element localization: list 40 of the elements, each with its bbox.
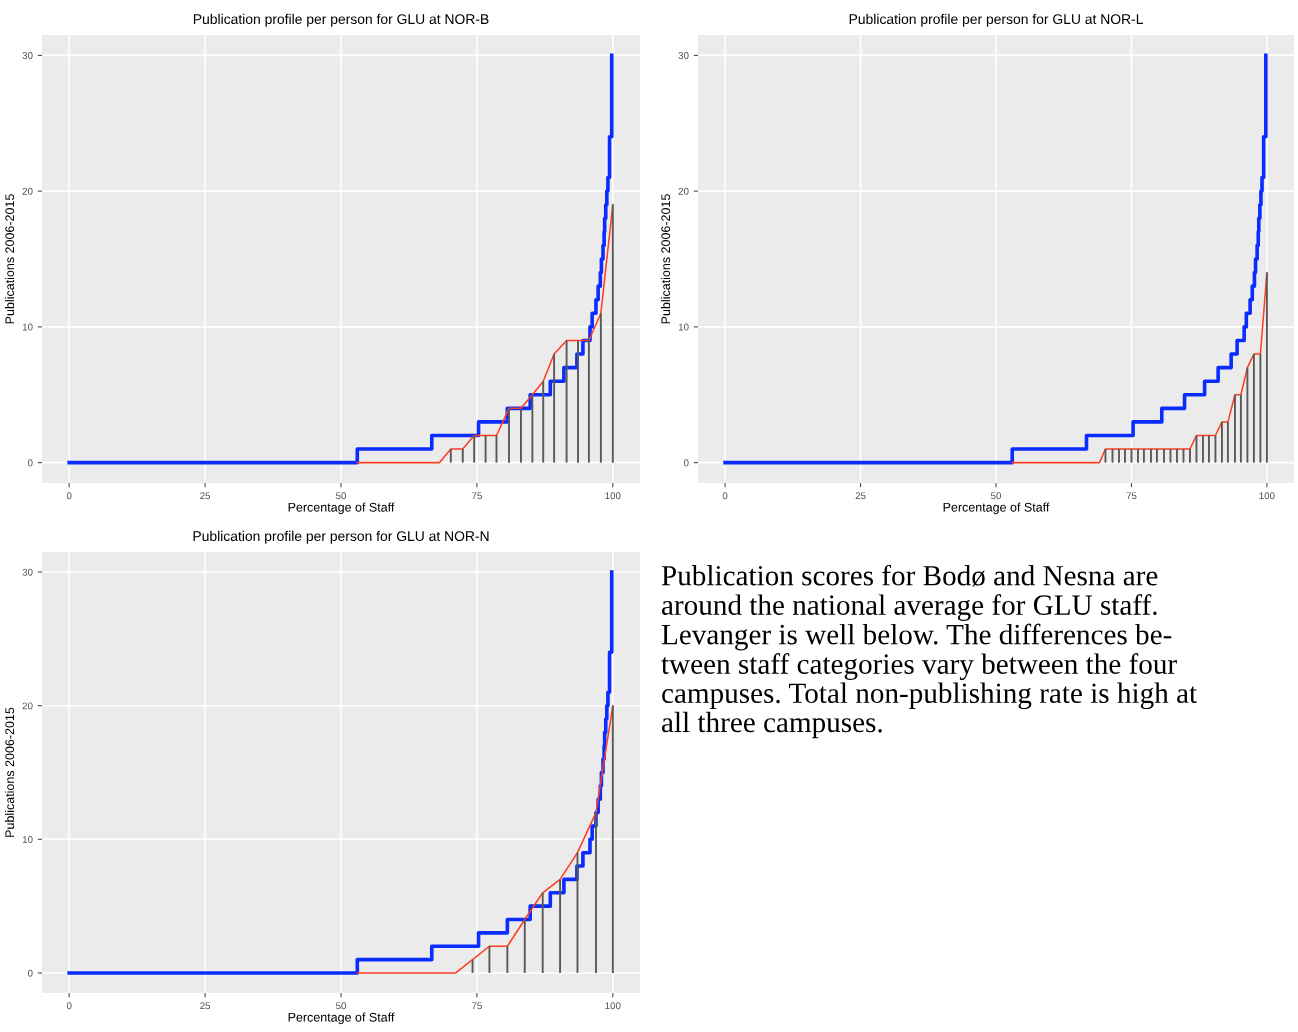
text: Publication scores for Bodø and Nesna are around the national average for GLU staff. Levanger is well below. The differences be- tween staff categories vary between the four campuses. Total non-publishing rate is high at all three campuses. [661, 564, 1197, 739]
x-tick-label: 75 [472, 1002, 482, 1010]
x-tick-label: 50 [335, 492, 347, 500]
x-tick-label: 25 [855, 492, 866, 500]
line-series [356, 704, 614, 974]
x-tick-label: 50 [335, 1002, 347, 1010]
x-tick-label: 100 [605, 492, 621, 500]
y-tick-label: 0 [27, 459, 33, 467]
x-tick-label: 75 [1126, 492, 1137, 500]
chart-title: Publication profile per person for GLU at NOR-B [193, 13, 489, 27]
y-tick-label: 10 [678, 323, 689, 331]
x-tick-label: 100 [1259, 492, 1275, 500]
y-tick-label: 10 [22, 323, 33, 331]
y-tick-label: 20 [22, 702, 33, 710]
x-tick-label: 25 [200, 1002, 211, 1010]
x-axis-title: Percentage of Staff [943, 502, 1050, 515]
y-tick-label: 30 [22, 52, 33, 59]
y-tick-label: 30 [678, 52, 689, 59]
y-tick-label: 20 [22, 187, 33, 195]
y-tick-label: 30 [22, 568, 33, 576]
x-tick-label: 0 [66, 492, 72, 500]
line-series [356, 203, 614, 464]
chart-title: Publication profile per person for GLU at NOR-N [193, 530, 489, 544]
y-axis-title: Publications 2006-2015 [660, 194, 671, 324]
x-axis-title: Percentage of Staff [288, 1012, 395, 1025]
y-axis-title: Publications 2006-2015 [4, 194, 15, 324]
x-tick-label: 100 [605, 1002, 621, 1010]
y-tick-label: 0 [27, 969, 33, 977]
x-tick-label: 0 [722, 492, 728, 500]
y-tick-label: 10 [22, 836, 33, 843]
x-axis-title: Percentage of Staff [288, 502, 395, 515]
y-axis-title: Publications 2006-2015 [4, 707, 15, 837]
x-tick-label: 25 [200, 492, 211, 500]
x-tick-label: 50 [990, 492, 1002, 500]
line-series [1011, 271, 1268, 464]
y-tick-label: 20 [678, 187, 689, 195]
chart-title: Publication profile per person for GLU at NOR-L [849, 13, 1143, 27]
x-tick-label: 0 [66, 1002, 72, 1010]
y-tick-label: 0 [683, 459, 689, 467]
x-tick-label: 75 [472, 492, 482, 500]
